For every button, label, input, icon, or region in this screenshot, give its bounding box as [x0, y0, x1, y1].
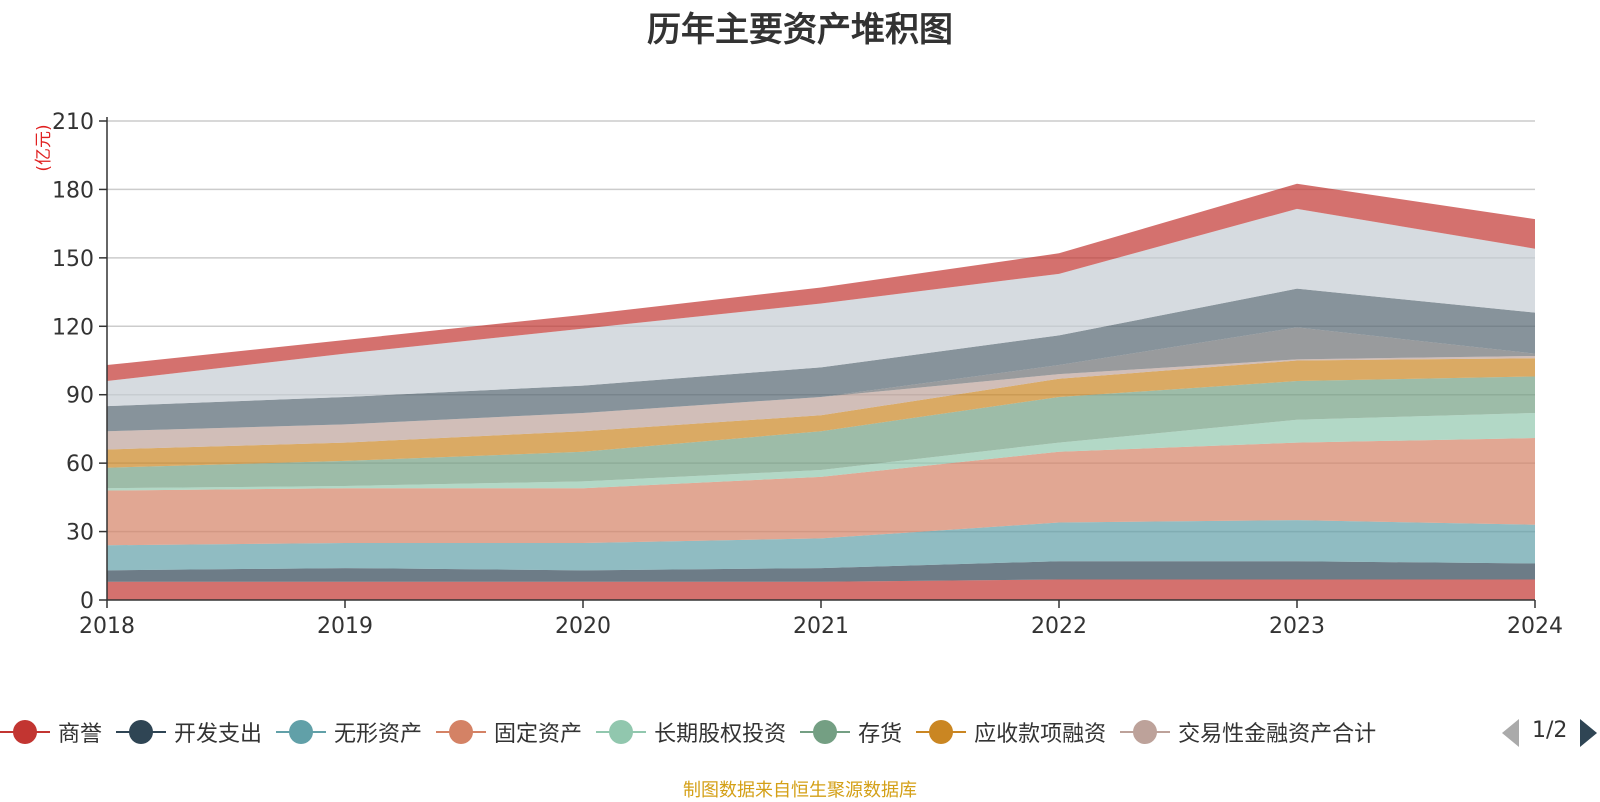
legend-marker-icon [596, 719, 647, 745]
legend-next-page-icon[interactable] [1580, 719, 1597, 747]
legend-item[interactable]: 交易性金融资产合计 [1120, 712, 1376, 752]
legend-marker-icon [800, 719, 851, 745]
area-series-1 [107, 561, 1535, 582]
data-source-note: 制图数据来自恒生聚源数据库 [683, 780, 917, 801]
legend-label: 交易性金融资产合计 [1178, 722, 1377, 747]
y-tick-label: 90 [66, 384, 94, 409]
area-series-4 [107, 412, 1535, 491]
x-tick-label: 2024 [1507, 614, 1563, 639]
legend-item[interactable]: 固定资产 [436, 712, 582, 752]
legend-item[interactable]: 存货 [800, 712, 902, 752]
x-tick-label: 2018 [79, 614, 135, 639]
legend-label: 长期股权投资 [654, 722, 787, 747]
legend-label: 开发支出 [174, 722, 263, 747]
chart-title: 历年主要资产堆积图 [647, 10, 953, 50]
area-series-5 [107, 376, 1535, 489]
axes: 0 30 60 90 120 150 180 210 2018 2019 2020 2021 2022 2… [52, 110, 1563, 639]
legend: 商誉 开发支出 无形资产 固定资产 长期股权投资 存货 应收款项融资 交易性金融资产合计 [0, 712, 1505, 752]
legend-marker-icon [276, 719, 327, 745]
legend-label: 商誉 [58, 722, 103, 747]
area-series-9 [107, 288, 1535, 432]
legend-page-indicator: 1/2 [1532, 718, 1568, 743]
legend-label: 存货 [858, 722, 903, 747]
legend-label: 固定资产 [494, 722, 583, 747]
area-series-10 [107, 208, 1535, 407]
y-axis-unit-label: (亿元) [34, 124, 54, 171]
legend-marker-icon [436, 719, 487, 745]
x-tick-label: 2019 [317, 614, 373, 639]
legend-item[interactable]: 无形资产 [276, 712, 422, 752]
legend-label: 无形资产 [334, 722, 423, 747]
y-tick-label: 210 [52, 110, 94, 135]
area-series-6 [107, 358, 1535, 468]
legend-item[interactable]: 长期股权投资 [596, 712, 786, 752]
y-tick-label: 30 [66, 521, 94, 546]
y-tick-label: 0 [80, 589, 94, 614]
area-series-0 [107, 579, 1535, 600]
legend-marker-icon [1120, 719, 1171, 745]
x-tick-label: 2023 [1269, 614, 1325, 639]
legend-pager: 1/2 [1500, 716, 1600, 750]
y-tick-label: 150 [52, 247, 94, 272]
legend-prev-page-icon[interactable] [1502, 719, 1519, 747]
legend-marker-icon [916, 719, 967, 745]
y-tick-label: 120 [52, 315, 94, 340]
x-tick-label: 2021 [793, 614, 849, 639]
area-series-2 [107, 520, 1535, 571]
legend-label: 应收款项融资 [974, 722, 1107, 747]
legend-marker-icon [116, 719, 167, 745]
area-series [107, 183, 1535, 600]
legend-marker-icon [0, 719, 50, 745]
area-series-3 [107, 438, 1535, 546]
area-series-7 [107, 355, 1535, 450]
y-tick-label: 60 [66, 452, 94, 477]
legend-item[interactable]: 应收款项融资 [916, 712, 1106, 752]
stacked-area-chart: 0 30 60 90 120 150 180 210 2018 2019 2020 2021 2022 2… [34, 110, 1563, 639]
legend-item[interactable]: 开发支出 [116, 712, 262, 752]
x-tick-label: 2020 [555, 614, 611, 639]
x-tick-label: 2022 [1031, 614, 1087, 639]
area-series-8 [107, 327, 1535, 432]
area-series-11 [107, 183, 1535, 382]
y-tick-label: 180 [52, 178, 94, 203]
legend-item[interactable]: 商誉 [0, 712, 102, 752]
